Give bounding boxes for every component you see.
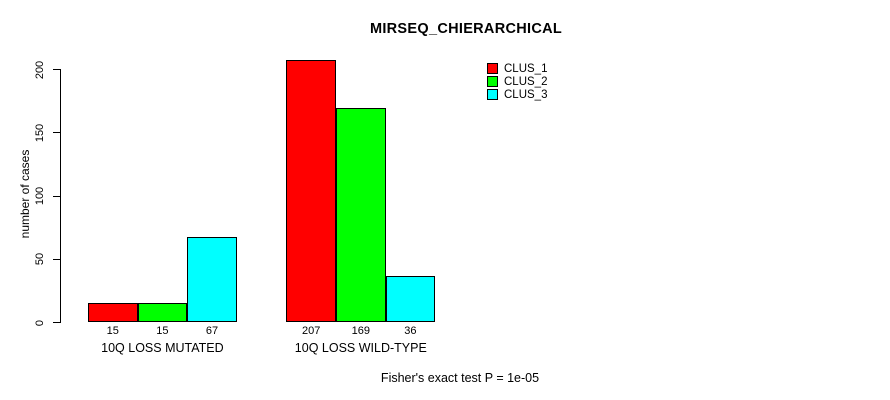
y-tick: [52, 69, 60, 70]
y-tick-label: 150: [34, 123, 46, 142]
y-tick-label: 50: [34, 253, 46, 266]
x-category-label: 10Q LOSS WILD-TYPE: [294, 341, 427, 355]
legend-label: CLUS_2: [504, 75, 548, 88]
legend: CLUS_1 CLUS_2 CLUS_3: [487, 62, 547, 101]
y-axis-label: number of cases: [18, 149, 32, 239]
bar-value-label: 169: [351, 325, 370, 337]
footer-note: Fisher's exact test P = 1e-05: [380, 371, 540, 385]
bar-clus_1-group1: [88, 303, 138, 322]
bar-value-label: 15: [106, 325, 119, 337]
y-axis-line: [59, 69, 61, 323]
y-tick: [52, 322, 60, 323]
bar-clus_3-group2: [385, 276, 436, 322]
y-tick-label: 100: [34, 186, 46, 206]
y-tick: [52, 258, 60, 260]
bar-clus_1-group2: [286, 60, 336, 322]
y-tick-label: 200: [34, 60, 46, 79]
legend-item: CLUS_2: [487, 75, 547, 88]
legend-item: CLUS_3: [487, 88, 547, 101]
y-tick: [52, 132, 60, 134]
chart-title: MIRSEQ_CHIERARCHICAL: [369, 21, 563, 37]
legend-swatch-icon: [487, 63, 498, 74]
bar-clus_3-group1: [187, 237, 237, 322]
y-tick-label: 0: [34, 319, 46, 326]
legend-label: CLUS_1: [504, 62, 548, 75]
legend-item: CLUS_1: [487, 62, 547, 75]
bar-value-label: 36: [404, 325, 417, 337]
bar-value-label: 15: [156, 325, 169, 337]
legend-swatch-icon: [487, 76, 498, 87]
x-category-label: 10Q LOSS MUTATED: [101, 341, 224, 355]
bar-clus_2-group1: [137, 303, 188, 322]
y-tick: [52, 195, 60, 197]
legend-label: CLUS_3: [504, 88, 548, 101]
bar-clus_2-group2: [336, 108, 386, 322]
bar-value-label: 67: [205, 325, 219, 337]
bar-value-label: 207: [302, 325, 321, 337]
legend-swatch-icon: [487, 89, 498, 100]
